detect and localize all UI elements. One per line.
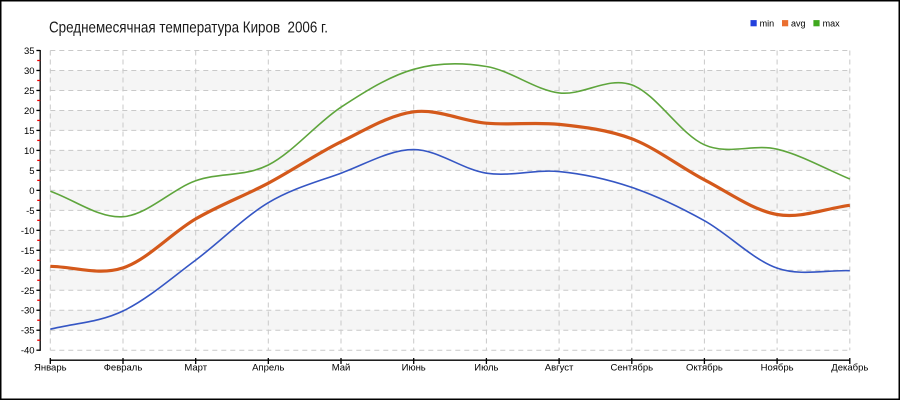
svg-text:Январь: Январь: [34, 363, 67, 374]
svg-text:Ноябрь: Ноябрь: [761, 363, 794, 374]
svg-text:-25: -25: [21, 286, 35, 297]
svg-text:15: 15: [24, 126, 35, 137]
svg-text:35: 35: [24, 46, 35, 57]
svg-text:-5: -5: [26, 206, 34, 217]
svg-text:Среднемесячная температура Кир: Среднемесячная температура Киров 2006 г.: [49, 20, 328, 37]
svg-text:-35: -35: [21, 326, 35, 337]
svg-text:10: 10: [24, 146, 35, 157]
svg-text:Июнь: Июнь: [402, 363, 426, 374]
svg-text:Октябрь: Октябрь: [686, 363, 723, 374]
svg-text:Декабрь: Декабрь: [831, 363, 868, 374]
svg-text:Сентябрь: Сентябрь: [611, 363, 654, 374]
svg-text:Август: Август: [545, 363, 574, 374]
svg-text:Февраль: Февраль: [104, 363, 143, 374]
svg-text:20: 20: [24, 106, 35, 117]
svg-text:-40: -40: [21, 346, 35, 357]
svg-text:30: 30: [24, 66, 35, 77]
svg-text:-30: -30: [21, 306, 35, 317]
svg-text:-20: -20: [21, 266, 35, 277]
svg-text:max: max: [823, 18, 841, 28]
svg-text:5: 5: [29, 166, 34, 177]
svg-text:avg: avg: [791, 18, 806, 28]
svg-text:Июль: Июль: [474, 363, 498, 374]
svg-text:25: 25: [24, 86, 35, 97]
svg-text:0: 0: [29, 186, 34, 197]
svg-text:Май: Май: [332, 363, 351, 374]
svg-text:-10: -10: [21, 226, 35, 237]
svg-text:-15: -15: [21, 246, 35, 257]
svg-text:min: min: [760, 18, 775, 28]
svg-text:Март: Март: [184, 363, 207, 374]
svg-text:Апрель: Апрель: [252, 363, 284, 374]
